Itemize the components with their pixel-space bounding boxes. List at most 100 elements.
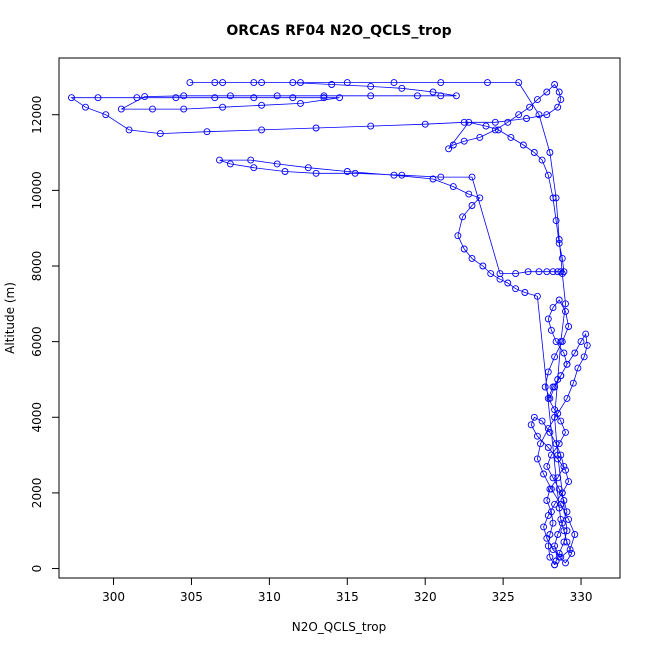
series-line [70,82,588,566]
data-point [273,160,281,168]
data-point [563,394,571,402]
data-point [449,141,457,149]
data-point [258,101,266,109]
data-point [219,79,227,87]
data-point [398,171,406,179]
data-point [562,428,569,436]
data-point [560,538,568,546]
data-point [533,455,541,463]
data-point [367,92,375,100]
data-point [351,169,359,177]
data-point [555,549,563,557]
data-point [523,115,530,122]
data-point [535,268,543,276]
data-point [515,79,523,87]
data-point [557,96,565,104]
data-point [563,508,571,516]
data-point [512,270,520,278]
data-point [538,156,546,164]
data-point [565,478,573,486]
data-point [552,440,560,448]
data-point [429,175,437,183]
data-point [465,190,473,198]
data-point [452,92,460,100]
data-point [343,168,351,175]
data-point [544,512,552,520]
x-tick-label: 300 [102,590,125,604]
data-point [560,497,568,504]
data-point [540,470,548,478]
data-point [297,79,304,87]
data-point [549,519,557,527]
data-point [544,368,552,376]
y-tick-label: 0 [30,565,44,573]
data-point [437,173,445,181]
data-point [437,79,445,87]
data-point [563,360,571,368]
data-point [149,105,156,113]
data-point [496,270,504,278]
data-point [555,88,563,96]
data-point [541,383,549,391]
data-point [258,126,266,134]
data-point [554,103,562,111]
data-point [367,82,375,90]
data-point [552,557,560,565]
data-point [571,531,579,538]
series-blue [68,79,591,569]
data-point [549,474,557,482]
data-point [125,126,133,134]
data-point [544,394,552,402]
data-point [551,561,559,569]
data-point [563,527,571,535]
data-point [281,168,289,175]
data-point [460,245,468,253]
data-point [250,164,258,172]
data-point [547,326,555,334]
data-point [312,124,320,132]
data-point [557,515,565,523]
data-point [544,444,552,451]
y-tick-label: 4000 [30,402,44,433]
data-point [133,94,141,102]
data-point [569,379,577,387]
data-point [297,99,304,107]
data-point [544,315,552,323]
x-tick-label: 320 [414,590,437,604]
data-point [558,489,566,497]
data-point [558,254,566,262]
data-point [491,126,499,134]
data-point [82,103,89,111]
data-point [560,349,568,357]
data-point [491,118,499,126]
data-point [563,538,571,546]
data-point [479,262,487,270]
data-point [460,118,468,126]
data-point [102,111,110,119]
data-point [484,79,491,87]
data-point [445,145,453,153]
data-point [390,171,398,179]
data-point [211,79,219,87]
data-point [487,270,495,278]
x-tick-label: 305 [180,590,203,604]
data-point [552,338,560,346]
data-point [551,542,559,550]
data-point [117,105,125,113]
data-point [557,417,565,425]
data-point [549,304,557,312]
data-point [551,413,559,421]
data-point [558,270,566,278]
x-tick-label: 325 [492,590,515,604]
data-point [250,94,258,102]
data-point [524,268,532,276]
data-point [543,534,551,542]
data-point [546,553,554,561]
data-point [582,330,590,338]
data-point [328,81,336,88]
data-point [549,268,557,276]
data-point [521,289,529,296]
data-point [186,79,194,87]
